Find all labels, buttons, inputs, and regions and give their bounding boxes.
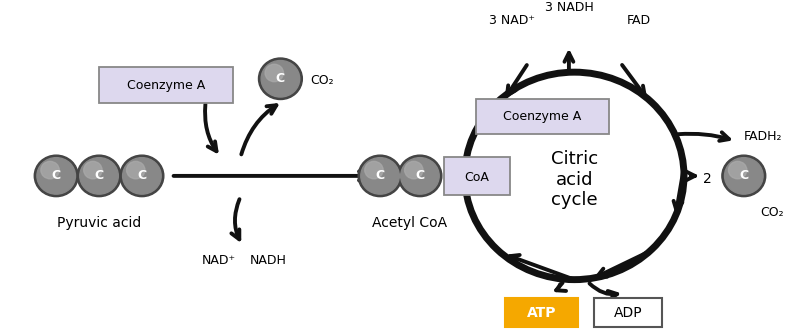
Text: Coenzyme A: Coenzyme A bbox=[503, 110, 582, 123]
Text: FAD: FAD bbox=[627, 14, 651, 27]
Text: C: C bbox=[52, 169, 61, 182]
Text: CO₂: CO₂ bbox=[760, 206, 783, 219]
Circle shape bbox=[398, 155, 442, 197]
Circle shape bbox=[729, 162, 747, 179]
Text: C: C bbox=[415, 169, 425, 182]
Circle shape bbox=[361, 158, 399, 194]
Text: C: C bbox=[94, 169, 104, 182]
Text: acid: acid bbox=[556, 171, 593, 189]
Circle shape bbox=[258, 58, 302, 100]
Text: Coenzyme A: Coenzyme A bbox=[126, 79, 205, 92]
FancyBboxPatch shape bbox=[444, 157, 510, 195]
Circle shape bbox=[261, 61, 300, 97]
Circle shape bbox=[725, 158, 763, 194]
FancyBboxPatch shape bbox=[594, 299, 662, 327]
Text: CO₂: CO₂ bbox=[310, 74, 334, 87]
FancyBboxPatch shape bbox=[476, 99, 610, 134]
Circle shape bbox=[37, 158, 75, 194]
Circle shape bbox=[401, 158, 439, 194]
Circle shape bbox=[34, 155, 78, 197]
Text: FADH₂: FADH₂ bbox=[744, 130, 782, 143]
Circle shape bbox=[365, 162, 383, 179]
Text: 3 NAD⁺: 3 NAD⁺ bbox=[489, 14, 534, 27]
Text: Acetyl CoA: Acetyl CoA bbox=[373, 215, 447, 229]
Text: C: C bbox=[375, 169, 385, 182]
Circle shape bbox=[77, 155, 121, 197]
Circle shape bbox=[722, 155, 766, 197]
Circle shape bbox=[120, 155, 164, 197]
Text: C: C bbox=[276, 72, 285, 85]
Circle shape bbox=[358, 155, 402, 197]
Text: NADH: NADH bbox=[250, 254, 287, 267]
Text: ADP: ADP bbox=[614, 306, 642, 320]
FancyBboxPatch shape bbox=[505, 299, 578, 327]
Circle shape bbox=[84, 162, 102, 179]
Circle shape bbox=[265, 64, 283, 82]
Circle shape bbox=[80, 158, 118, 194]
Text: Citric: Citric bbox=[551, 150, 598, 168]
Circle shape bbox=[126, 162, 145, 179]
Text: CoA: CoA bbox=[464, 171, 489, 184]
Text: C: C bbox=[739, 169, 748, 182]
Text: 3 NADH: 3 NADH bbox=[545, 1, 594, 14]
Circle shape bbox=[405, 162, 423, 179]
Text: ATP: ATP bbox=[526, 306, 556, 320]
Text: Pyruvic acid: Pyruvic acid bbox=[57, 215, 141, 229]
Text: C: C bbox=[138, 169, 146, 182]
Text: cycle: cycle bbox=[551, 191, 598, 210]
Text: 2: 2 bbox=[702, 172, 711, 186]
Circle shape bbox=[41, 162, 59, 179]
Text: NAD⁺: NAD⁺ bbox=[202, 254, 236, 267]
Circle shape bbox=[122, 158, 161, 194]
FancyBboxPatch shape bbox=[99, 68, 233, 103]
